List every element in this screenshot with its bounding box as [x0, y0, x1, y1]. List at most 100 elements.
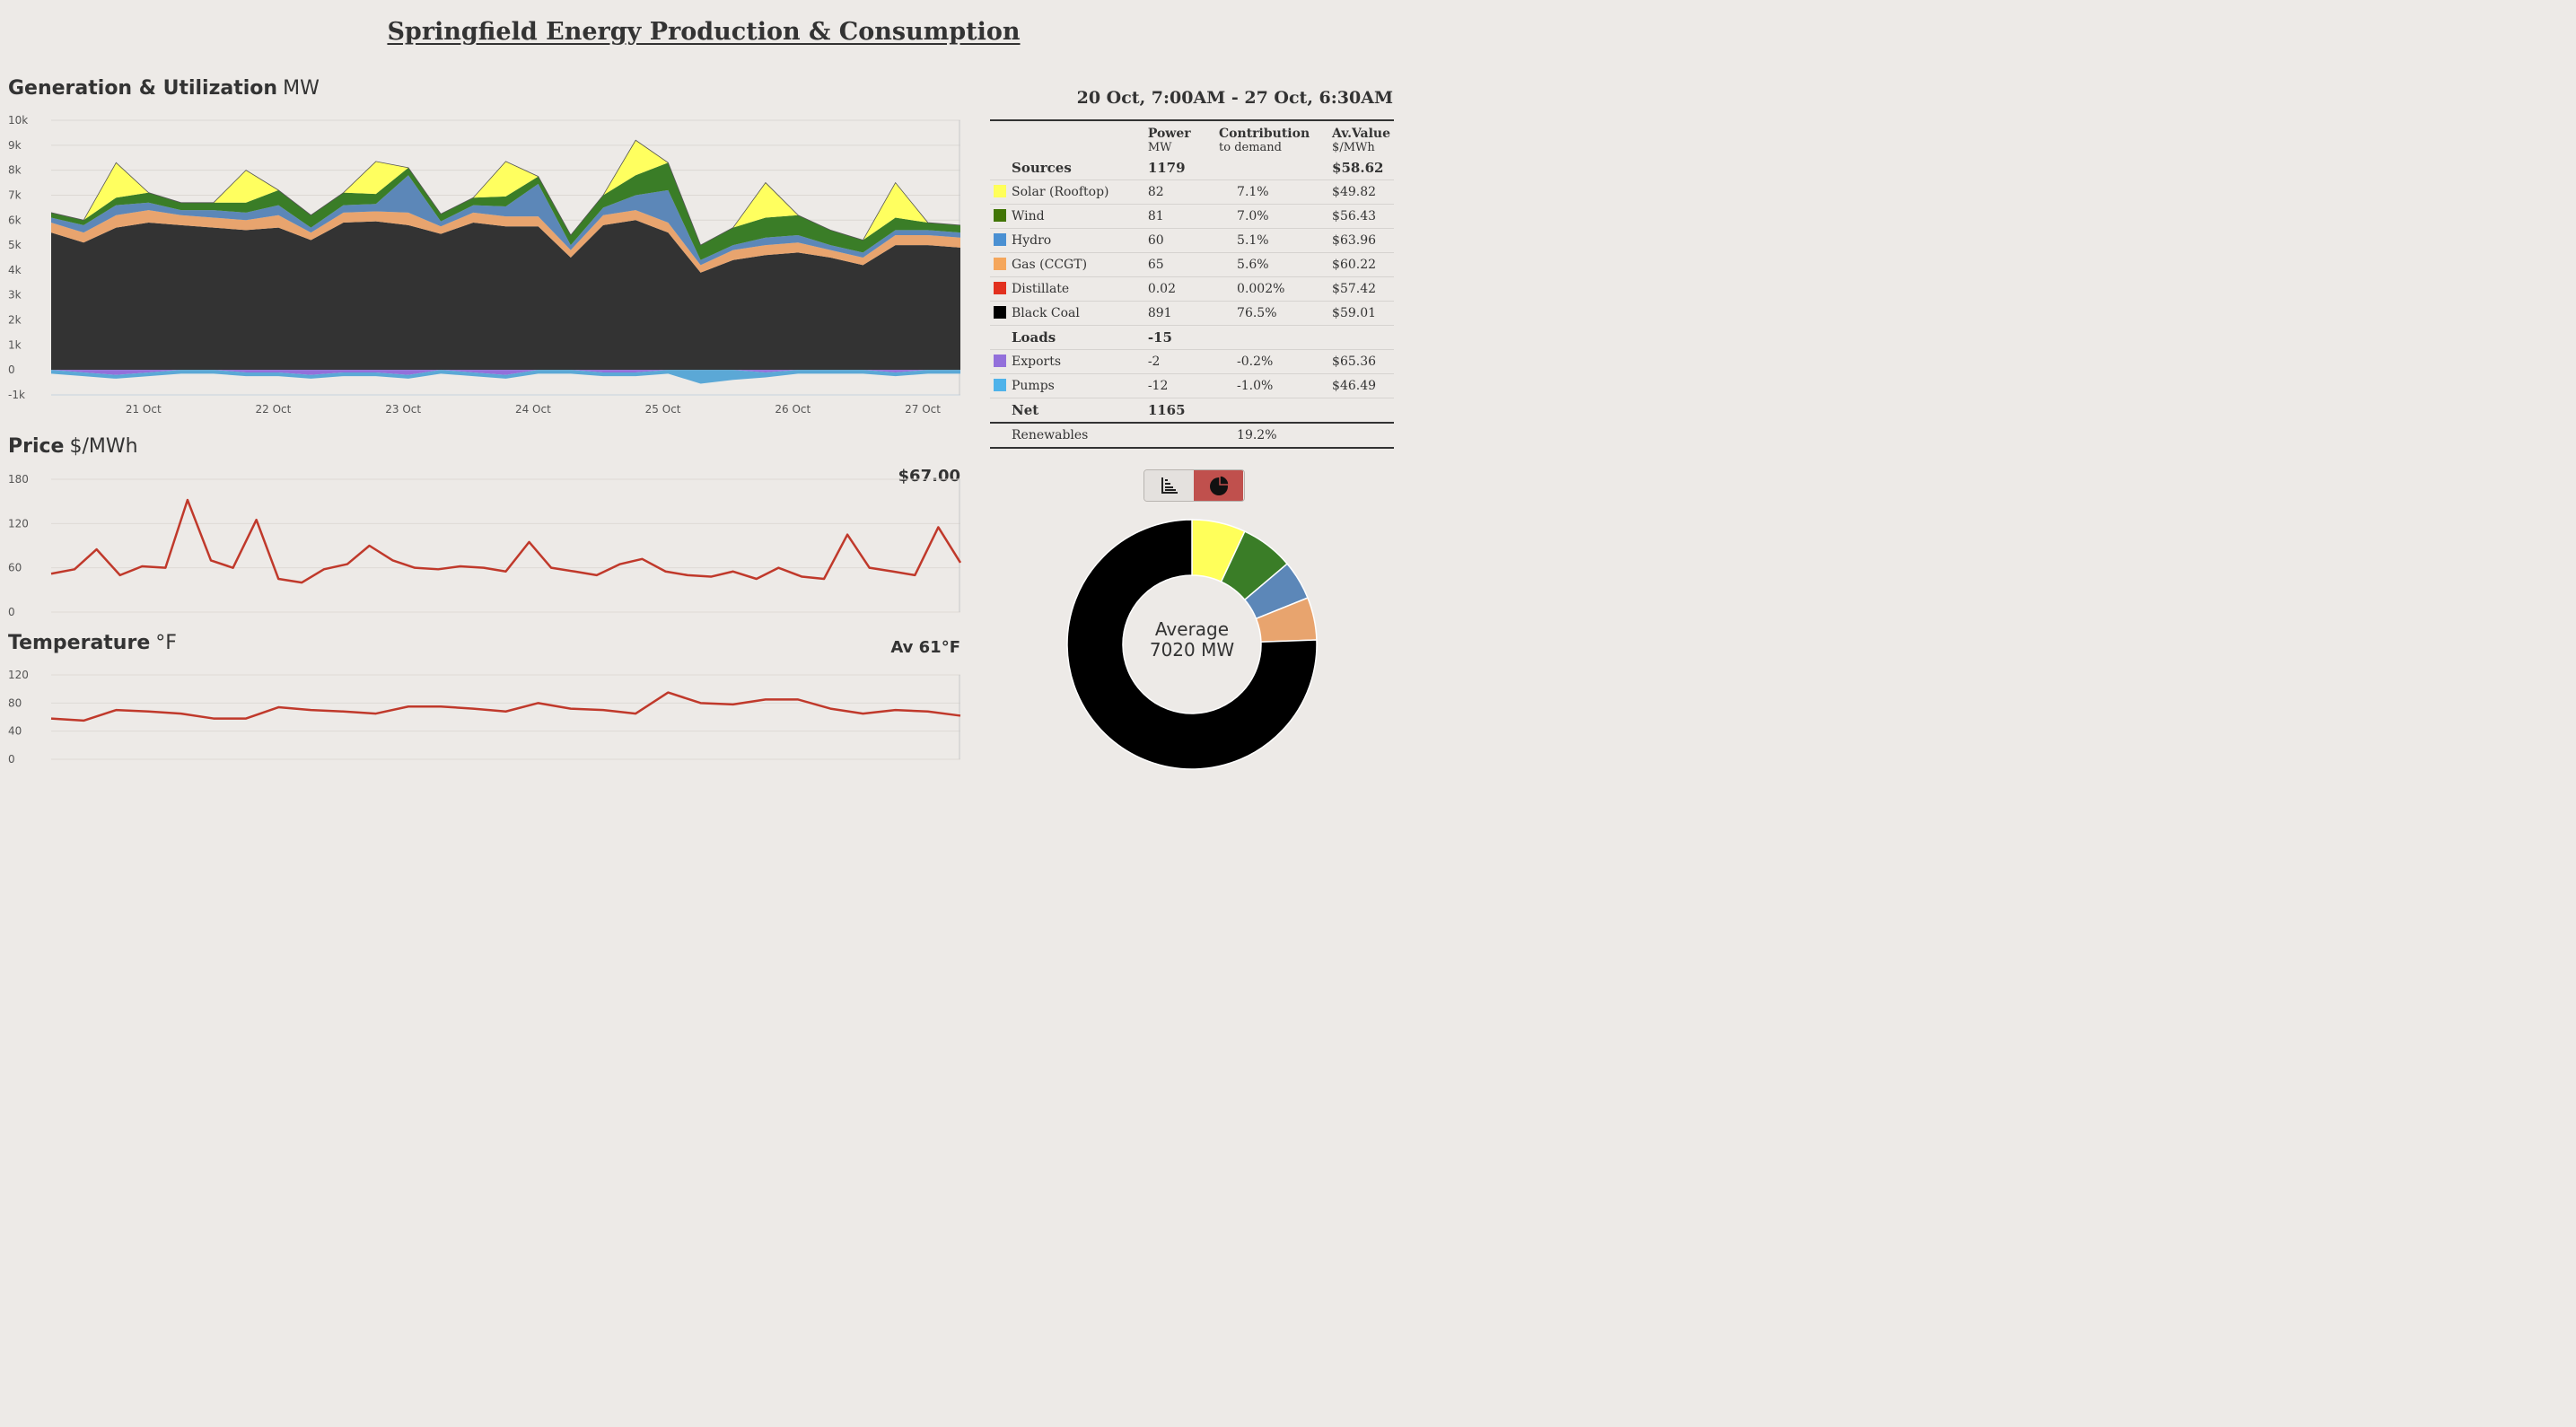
legend-swatch	[994, 233, 1006, 246]
sources-contribution	[1215, 156, 1329, 180]
y-tick-label: 8k	[8, 164, 22, 177]
area-wind	[51, 162, 960, 260]
load-label: Exports	[1012, 355, 1062, 369]
y-tick-label: 80	[8, 696, 22, 709]
source-label-cell: Distillate	[990, 276, 1144, 302]
legend-swatch	[994, 209, 1006, 222]
source-row[interactable]: Wind 81 7.0% $56.43	[990, 204, 1394, 229]
header-power-unit: MW	[1147, 141, 1172, 154]
source-label-cell: Gas (CCGT)	[990, 252, 1144, 277]
sources-power: 1179	[1143, 156, 1216, 180]
x-tick-label: 25 Oct	[645, 403, 681, 416]
y-tick-label: 9k	[8, 139, 22, 152]
price-title-text: Price	[8, 435, 65, 458]
source-power: 0.02	[1143, 276, 1216, 302]
source-row[interactable]: Black Coal 891 76.5% $59.01	[990, 301, 1394, 326]
load-row[interactable]: Pumps -12 -1.0% $46.49	[990, 373, 1394, 398]
y-tick-label: 180	[8, 473, 29, 486]
source-label: Wind	[1012, 209, 1045, 223]
source-row[interactable]: Gas (CCGT) 65 5.6% $60.22	[990, 252, 1394, 277]
y-tick-label: 4k	[8, 264, 22, 276]
price-readout: $67.00	[898, 467, 960, 486]
donut-center-line2: 7020 MW	[1149, 639, 1235, 661]
page-title: Springfield Energy Production & Consumpt…	[387, 18, 1021, 46]
load-value: $46.49	[1328, 373, 1394, 398]
load-row[interactable]: Exports -2 -0.2% $65.36	[990, 349, 1394, 374]
bar-chart-button[interactable]	[1144, 470, 1194, 501]
source-power: 60	[1143, 228, 1216, 253]
source-value: $56.43	[1328, 204, 1394, 229]
loads-contribution	[1215, 325, 1329, 350]
source-row[interactable]: Solar (Rooftop) 82 7.1% $49.82	[990, 179, 1394, 205]
source-power: 82	[1143, 179, 1216, 205]
net-value	[1328, 398, 1394, 424]
donut-slice-black-coal[interactable]	[1066, 519, 1318, 770]
donut-chart[interactable]	[1059, 512, 1328, 781]
line-price	[50, 498, 962, 584]
net-power: 1165	[1143, 398, 1216, 424]
sources-value: $58.62	[1328, 156, 1394, 180]
source-row[interactable]: Distillate 0.02 0.002% $57.42	[990, 276, 1394, 302]
y-tick-label: 0	[8, 753, 15, 766]
y-tick-label: 120	[8, 669, 29, 681]
loads-power: -15	[1143, 325, 1216, 350]
y-tick-label: 0	[8, 363, 15, 376]
x-tick-label: 27 Oct	[905, 403, 941, 416]
area-exports	[51, 370, 960, 375]
source-row[interactable]: Hydro 60 5.1% $63.96	[990, 228, 1394, 253]
legend-swatch	[994, 379, 1006, 391]
header-value-unit: $/MWh	[1332, 141, 1375, 154]
header-value: Av.Value $/MWh	[1328, 120, 1394, 156]
temperature-chart[interactable]: 0 40 80 120	[0, 664, 978, 772]
pie-chart-button[interactable]	[1194, 470, 1243, 501]
area-pumps	[51, 370, 960, 384]
sources-row: Sources 1179 $58.62	[990, 156, 1394, 180]
header-contribution-label: Contribution	[1219, 127, 1310, 141]
source-power: 81	[1143, 204, 1216, 229]
source-contribution: 7.1%	[1215, 179, 1329, 205]
source-contribution: 5.1%	[1215, 228, 1329, 253]
y-tick-label: 60	[8, 562, 22, 574]
source-contribution: 7.0%	[1215, 204, 1329, 229]
source-value: $57.42	[1328, 276, 1394, 302]
source-contribution: 0.002%	[1215, 276, 1329, 302]
price-unit: $/MWh	[69, 435, 138, 458]
y-tick-label: 10k	[8, 114, 28, 127]
temperature-readout: Av 61°F	[890, 638, 960, 657]
y-tick-label: 0	[8, 606, 15, 618]
legend-swatch	[994, 185, 1006, 197]
load-label-cell: Exports	[990, 349, 1144, 374]
renewables-power	[1143, 423, 1216, 449]
renewables-row: Renewables 19.2%	[990, 423, 1394, 449]
loads-label: Loads	[990, 325, 1144, 350]
source-label: Black Coal	[1012, 306, 1080, 320]
generation-chart[interactable]: -1k 0 1k 2k 3k 4k 5k 6k 7k 8k 9k 10k 21 Oct 22 Oct 23 …	[0, 108, 978, 422]
renewables-label: Renewables	[990, 423, 1144, 449]
source-value: $59.01	[1328, 301, 1394, 326]
load-value: $65.36	[1328, 349, 1394, 374]
net-label: Net	[990, 398, 1144, 424]
area-gas-ccgt-	[51, 210, 960, 273]
generation-unit: MW	[283, 77, 320, 100]
source-label-cell: Hydro	[990, 228, 1144, 253]
generation-title-text: Generation & Utilization	[8, 77, 278, 100]
load-label: Pumps	[1012, 379, 1055, 393]
bar-chart-icon	[1161, 477, 1178, 494]
legend-swatch	[994, 306, 1006, 319]
donut-center-line1: Average	[1154, 618, 1230, 640]
loads-row: Loads -15	[990, 325, 1394, 350]
y-tick-label: 2k	[8, 314, 22, 327]
load-power: -12	[1143, 373, 1216, 398]
area-solar-rooftop-	[51, 140, 960, 246]
source-label: Distillate	[1012, 282, 1070, 296]
x-tick-label: 21 Oct	[126, 403, 162, 416]
header-label	[990, 120, 1144, 156]
summary-table: Power MW Contribution to demand Av.Value $/…	[990, 119, 1394, 449]
load-power: -2	[1143, 349, 1216, 374]
header-power-label: Power	[1147, 127, 1191, 141]
price-chart[interactable]: 0 60 120 180	[0, 467, 978, 624]
y-tick-label: 7k	[8, 188, 22, 201]
net-contribution	[1215, 398, 1329, 424]
renewables-contribution: 19.2%	[1215, 423, 1329, 449]
renewables-value	[1328, 423, 1394, 449]
